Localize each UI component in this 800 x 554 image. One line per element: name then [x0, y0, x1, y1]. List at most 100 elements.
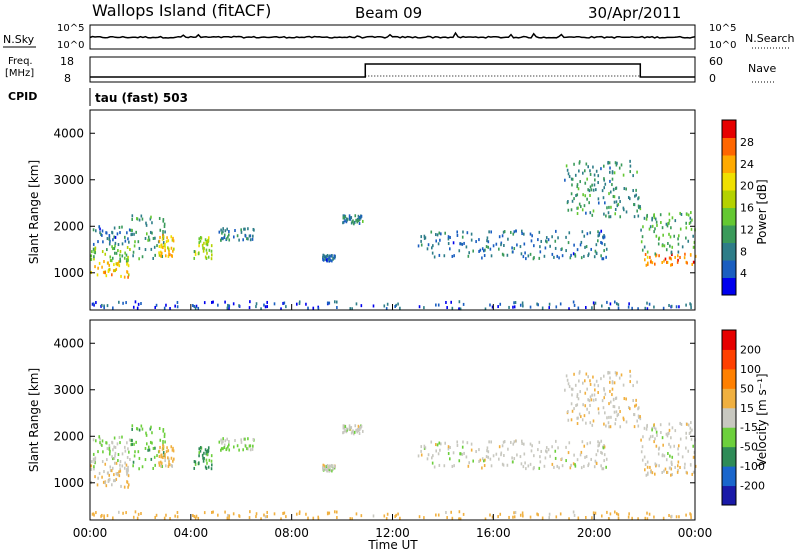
velocity-echo-cell — [450, 510, 452, 514]
velocity-echo-cell — [217, 513, 219, 517]
velocity-echo-cell — [607, 421, 610, 425]
velocity-echo-cell — [584, 404, 587, 408]
colorbar-frame — [721, 119, 737, 296]
power-echo-cell — [634, 194, 636, 198]
velocity-echo-cell — [522, 465, 525, 469]
power-echo-cell — [578, 202, 581, 206]
power-echo-cell — [587, 188, 589, 192]
power-echo-cell — [689, 302, 691, 306]
power-echo-cell — [629, 170, 632, 174]
x-axis-label: Time UT — [367, 538, 418, 552]
velocity-echo-cell — [605, 424, 607, 428]
velocity-echo-cell — [679, 421, 681, 425]
y-tick-label: 1000 — [53, 266, 84, 280]
power-echo-cell — [127, 264, 130, 268]
power-echo-cell — [113, 263, 115, 267]
velocity-echo-cell — [545, 446, 548, 450]
power-echo-cell — [163, 222, 166, 226]
velocity-echo-cell — [162, 440, 164, 444]
velocity-echo-cell — [585, 421, 587, 425]
velocity-echo-cell — [646, 511, 648, 515]
velocity-echo-cell — [594, 511, 597, 515]
velocity-echo-cell — [123, 485, 126, 489]
power-echo-cell — [151, 221, 153, 225]
velocity-echo-cell — [456, 440, 459, 444]
velocity-echo-cell — [126, 480, 128, 484]
power-echo-cell — [317, 307, 320, 311]
power-echo-cell — [156, 244, 158, 248]
velocity-echo-cell — [331, 463, 333, 467]
noise-left-tick-top: 10^5 — [57, 23, 84, 34]
power-echo-cell — [570, 192, 573, 196]
power-echo-cell — [114, 241, 117, 245]
power-echo-cell — [475, 240, 477, 244]
velocity-echo-cell — [264, 515, 267, 519]
velocity-echo-cell — [238, 514, 240, 518]
power-echo-cell — [149, 217, 152, 221]
velocity-echo-cell — [663, 469, 665, 473]
power-echo-cell — [430, 230, 433, 234]
velocity-echo-cell — [93, 460, 96, 464]
velocity-echo-cell — [203, 451, 205, 455]
power-echo-cell — [104, 271, 106, 275]
velocity-echo-cell — [145, 433, 148, 437]
velocity-echo-cell — [199, 445, 202, 449]
velocity-echo-cell — [573, 372, 575, 376]
power-echo-cell — [386, 302, 389, 306]
velocity-echo-cell — [570, 418, 573, 422]
power-echo-cell — [123, 256, 126, 260]
velocity-echo-cell — [353, 432, 355, 436]
cpid-program: tau (fast) 503 — [95, 91, 188, 105]
velocity-echo-cell — [458, 517, 461, 521]
power-echo-cell — [112, 238, 114, 242]
power-echo-cell — [435, 233, 437, 237]
velocity-echo-cell — [486, 446, 489, 450]
velocity-echo-cell — [512, 515, 514, 519]
power-echo-cell — [118, 260, 120, 264]
power-echo-cell — [472, 249, 474, 253]
velocity-echo-cell — [112, 479, 115, 483]
power-echo-cell — [576, 206, 579, 210]
velocity-echo-cell — [205, 450, 208, 454]
velocity-echo-cell — [654, 462, 657, 466]
velocity-echo-cell — [90, 464, 93, 468]
power-echo-cell — [126, 270, 128, 274]
velocity-echo-cell — [248, 516, 251, 520]
velocity-echo-cell — [689, 512, 691, 516]
power-echo-cell — [576, 183, 579, 187]
power-echo-cell — [576, 212, 579, 216]
power-echo-cell — [152, 256, 154, 260]
power-echo-cell — [164, 242, 166, 246]
velocity-echo-cell — [252, 444, 254, 448]
power-echo-cell — [582, 171, 584, 175]
power-echo-cell — [609, 170, 611, 174]
power-echo-cell — [502, 230, 505, 234]
velocity-echo-cell — [586, 442, 589, 446]
power-echo-cell — [597, 234, 600, 238]
power-echo-cell — [601, 189, 604, 193]
velocity-echo-cell — [585, 455, 588, 459]
power-echo-cell — [154, 236, 156, 240]
power-echo-cell — [131, 217, 133, 221]
power-echo-cell — [595, 252, 598, 256]
velocity-echo-cell — [614, 417, 617, 421]
velocity-echo-cell — [670, 436, 672, 440]
velocity-echo-cell — [222, 447, 224, 451]
velocity-echo-cell — [618, 406, 620, 410]
velocity-echo-cell — [131, 427, 133, 431]
velocity-echo-cell — [685, 436, 688, 440]
power-echo-cell — [607, 160, 609, 164]
velocity-echo-cell — [677, 447, 679, 451]
power-echo-cell — [619, 200, 621, 204]
velocity-echo-cell — [592, 419, 595, 423]
velocity-echo-cell — [163, 432, 166, 436]
power-echo-cell — [586, 197, 588, 201]
power-echo-cell — [244, 234, 247, 238]
power-echo-cell — [349, 307, 352, 311]
velocity-echo-cell — [353, 430, 356, 434]
power-echo-cell — [500, 243, 502, 247]
velocity-echo-cell — [603, 422, 605, 426]
velocity-echo-cell — [593, 465, 596, 469]
power-echo-cell — [495, 242, 498, 246]
